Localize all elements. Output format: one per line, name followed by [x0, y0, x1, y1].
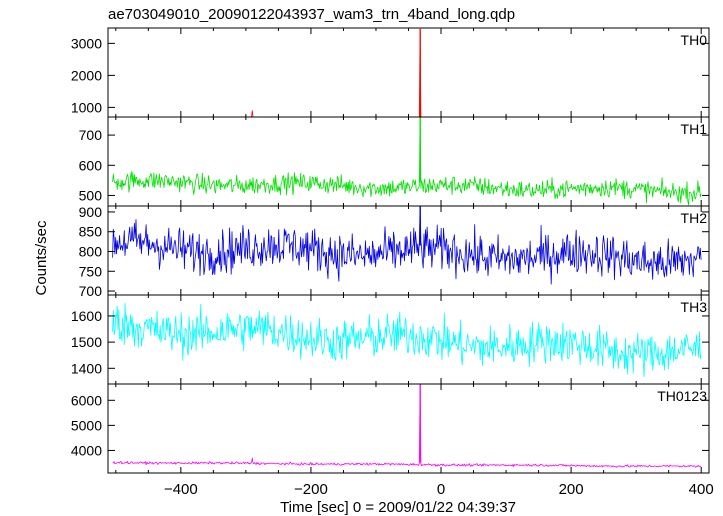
y-tick-label: 1000	[71, 99, 102, 115]
y-tick-label: 3000	[71, 35, 102, 51]
y-tick-label: 800	[79, 243, 103, 259]
y-tick-label: 500	[79, 187, 103, 203]
panel-th3: 1400 1500 1600 TH3	[71, 294, 710, 385]
x-tick-label: 0	[437, 481, 445, 498]
y-tick-label: 900	[79, 204, 103, 220]
panel-frame-th0123	[107, 383, 710, 474]
panel-label: TH0	[681, 32, 708, 48]
y-tick-label: 6000	[71, 392, 102, 408]
series-th2	[112, 205, 702, 285]
panel-th0: 1000 2000 3000 TH0	[71, 27, 710, 119]
y-tick-label: 700	[79, 283, 103, 299]
panel-th0123: 4000 5000 6000 TH0123	[71, 383, 710, 474]
x-tick-label: −400	[164, 481, 198, 498]
x-axis-label: Time [sec] 0 = 2009/01/22 04:39:37	[280, 499, 516, 516]
x-tick-label: 200	[559, 481, 584, 498]
panel-label: TH3	[681, 299, 708, 315]
x-tick-label: −200	[294, 481, 328, 498]
y-tick-label: 750	[79, 263, 103, 279]
panel-frame-th1	[107, 116, 710, 207]
series-th1	[112, 116, 702, 206]
y-tick-label: 600	[79, 157, 103, 173]
panel-label: TH1	[681, 121, 708, 137]
series-th0	[112, 28, 702, 118]
panel-frame-th0	[107, 27, 710, 118]
panel-th1: 500 600 700 TH1	[79, 116, 710, 207]
y-tick-label: 1600	[71, 308, 102, 324]
panel-label: TH2	[681, 210, 708, 226]
series-th3	[112, 302, 702, 378]
y-axis-label: Counts/sec	[33, 220, 50, 296]
panel-label: TH0123	[657, 388, 707, 404]
y-tick-label: 5000	[71, 417, 102, 433]
y-tick-label: 850	[79, 224, 103, 240]
panel-th2: 700 750 800 850 900 TH2	[79, 204, 710, 299]
y-tick-label: 2000	[71, 67, 102, 83]
chart-title: ae703049010_20090122043937_wam3_trn_4ban…	[108, 6, 515, 23]
y-tick-label: 1400	[71, 360, 102, 376]
y-tick-label: 4000	[71, 442, 102, 458]
series-th0123	[112, 383, 702, 468]
y-tick-label: 1500	[71, 334, 102, 350]
x-axis: −400 −200 0 200 400	[164, 481, 714, 498]
panel-frame-th3	[107, 294, 710, 385]
panels-group: 1000 2000 3000 TH0 500 600 700 TH1 700 750 800 850 9…	[71, 27, 710, 474]
y-tick-label: 700	[79, 127, 103, 143]
x-tick-label: 400	[689, 481, 714, 498]
